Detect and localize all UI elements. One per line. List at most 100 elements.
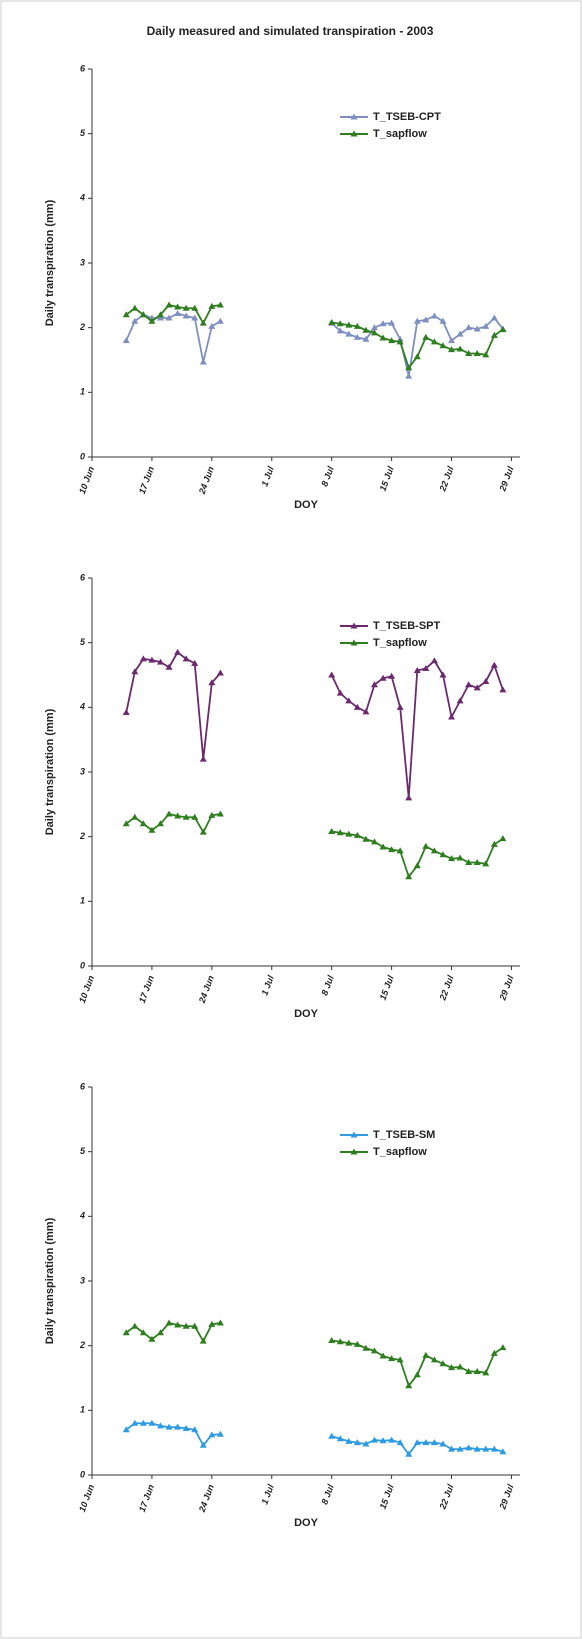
marker	[388, 672, 396, 679]
marker	[430, 847, 438, 854]
y-tick-label: 2	[79, 831, 85, 841]
marker	[156, 311, 164, 318]
marker	[465, 350, 473, 357]
marker	[439, 851, 447, 858]
marker	[413, 1439, 421, 1446]
marker	[353, 1439, 361, 1446]
marker	[208, 811, 216, 818]
marker	[405, 364, 413, 371]
marker	[131, 1322, 139, 1329]
marker	[174, 309, 182, 316]
marker	[439, 317, 447, 324]
y-tick-label: 1	[80, 896, 85, 906]
marker	[174, 648, 182, 655]
marker	[413, 1371, 421, 1378]
legend-marker	[350, 113, 358, 120]
marker	[362, 326, 370, 333]
marker	[413, 317, 421, 324]
marker	[448, 1445, 456, 1452]
marker	[182, 304, 190, 311]
marker	[413, 862, 421, 869]
marker	[379, 1437, 387, 1444]
marker	[439, 1440, 447, 1447]
marker	[362, 708, 370, 715]
marker	[345, 830, 353, 837]
y-tick-label: 4	[79, 702, 85, 712]
marker	[490, 661, 498, 668]
marker	[165, 810, 173, 817]
marker	[139, 1419, 147, 1426]
legend-marker	[350, 639, 358, 646]
marker	[345, 330, 353, 337]
marker	[139, 655, 147, 662]
y-tick-label: 0	[80, 960, 85, 970]
marker	[448, 337, 456, 344]
marker	[148, 1335, 156, 1342]
marker	[396, 1356, 404, 1363]
marker	[482, 1369, 490, 1376]
y-tick-label: 4	[79, 193, 85, 203]
y-axis-label: Daily transpiration (mm)	[44, 708, 56, 835]
marker	[482, 860, 490, 867]
marker	[174, 1321, 182, 1328]
marker	[122, 1426, 130, 1433]
marker	[336, 320, 344, 327]
marker	[165, 663, 173, 670]
marker	[422, 1351, 430, 1358]
marker	[122, 820, 130, 827]
y-tick-label: 5	[80, 1146, 86, 1156]
marker	[448, 713, 456, 720]
marker	[156, 1329, 164, 1336]
marker	[191, 314, 199, 321]
marker	[473, 1445, 481, 1452]
marker	[473, 350, 481, 357]
marker	[370, 1436, 378, 1443]
marker	[362, 1440, 370, 1447]
y-tick-label: 3	[80, 766, 85, 776]
marker	[482, 351, 490, 358]
y-tick-label: 5	[80, 128, 86, 138]
marker	[362, 1344, 370, 1351]
marker	[216, 301, 224, 308]
figure-title: Daily measured and simulated transpirati…	[147, 24, 434, 38]
marker	[362, 335, 370, 342]
marker	[139, 311, 147, 318]
marker	[216, 317, 224, 324]
marker	[131, 1419, 139, 1426]
x-axis-label: DOY	[294, 1008, 319, 1020]
marker	[336, 689, 344, 696]
marker	[439, 1360, 447, 1367]
marker	[174, 303, 182, 310]
marker	[396, 847, 404, 854]
marker	[216, 1319, 224, 1326]
marker	[448, 855, 456, 862]
marker	[370, 324, 378, 331]
marker	[199, 1337, 207, 1344]
marker	[422, 316, 430, 323]
marker	[422, 333, 430, 340]
marker	[208, 1320, 216, 1327]
marker	[405, 794, 413, 801]
marker	[448, 1364, 456, 1371]
marker	[456, 1363, 464, 1370]
marker	[328, 671, 336, 678]
legend-label: T_sapflow	[373, 637, 427, 649]
marker	[388, 846, 396, 853]
marker	[336, 327, 344, 334]
y-tick-label: 4	[79, 1211, 85, 1221]
marker	[465, 324, 473, 331]
marker	[490, 1349, 498, 1356]
marker	[405, 1450, 413, 1457]
marker	[328, 318, 336, 325]
marker	[430, 1356, 438, 1363]
marker	[131, 813, 139, 820]
legend-marker	[350, 622, 358, 629]
marker	[165, 314, 173, 321]
legend-marker	[350, 130, 358, 137]
marker	[199, 1441, 207, 1448]
y-tick-label: 0	[80, 1469, 85, 1479]
marker	[430, 657, 438, 664]
y-tick-label: 1	[80, 387, 85, 397]
marker	[131, 668, 139, 675]
